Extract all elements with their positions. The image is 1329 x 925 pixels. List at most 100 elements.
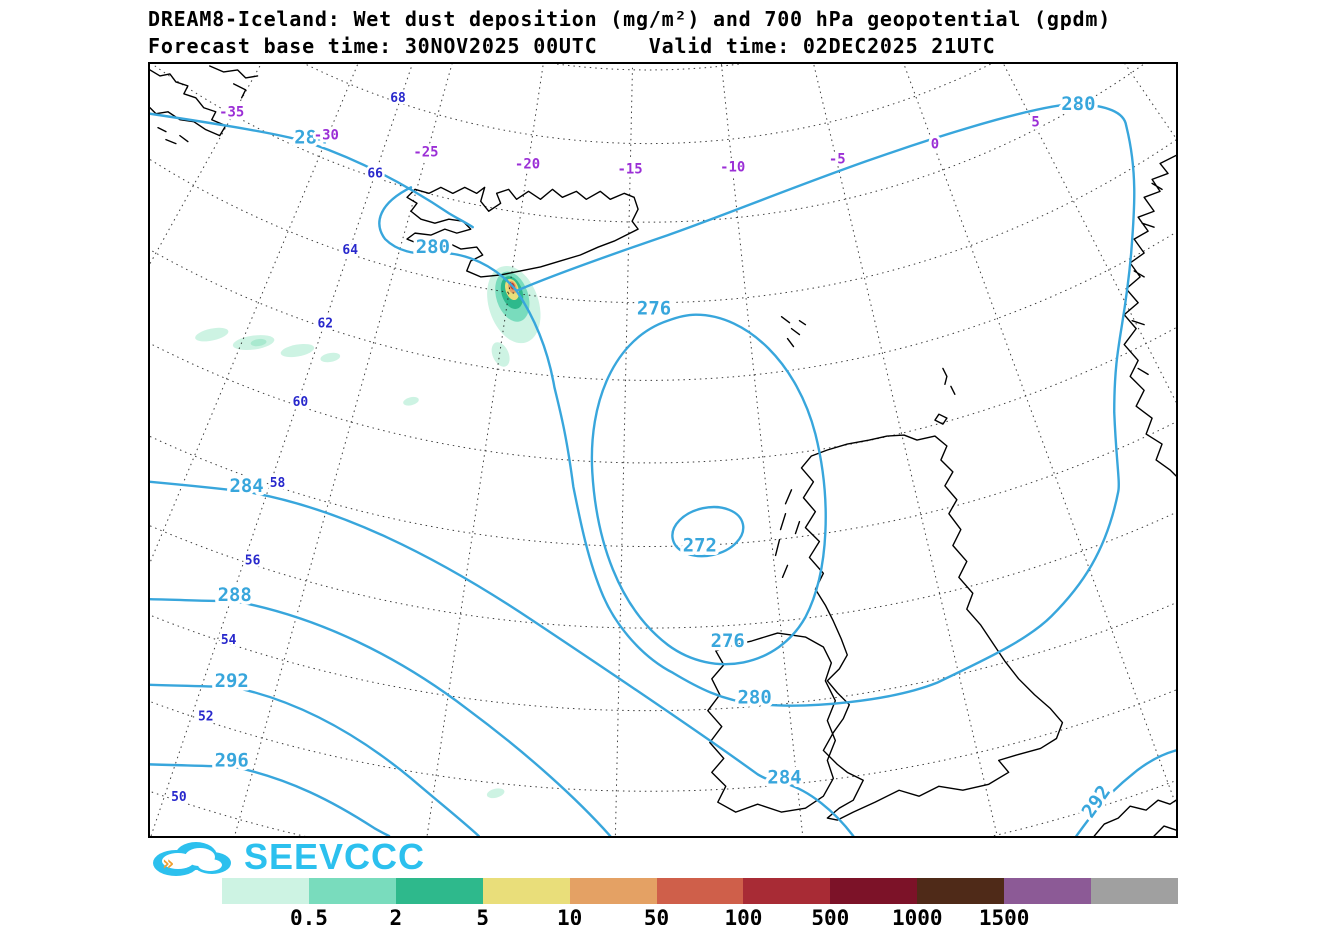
- latitude-label: 60: [293, 395, 309, 410]
- parallel-gridline: [553, 64, 743, 71]
- logo-text: SEEVCCC: [244, 836, 426, 877]
- longitude-label: 5: [1031, 115, 1039, 131]
- longitude-label-layer: -35 -30 -25 -20 -15 -10 -5 0 5: [216, 102, 1043, 181]
- contour-280: [378, 102, 1136, 707]
- colorbar-segment: [743, 878, 831, 904]
- colorbar-segment: [917, 878, 1005, 904]
- colorbar-segment: [222, 878, 309, 904]
- colorbar-segment: [830, 878, 918, 904]
- contour-value-label: 292: [215, 670, 249, 692]
- contour-value-label: 288: [218, 584, 252, 606]
- latitude-label: 50: [171, 790, 187, 805]
- colorbar-tick-label: 500: [811, 906, 850, 925]
- latitude-label: 64: [342, 243, 358, 258]
- map-area: 284 280 280 276 272 276 280 284 284 288 292 296 292 …: [148, 62, 1178, 838]
- latitude-label: 68: [390, 91, 406, 106]
- meridian-gridline: [648, 64, 1176, 676]
- contour-value-label: 280: [1061, 93, 1095, 115]
- contour-value-label: 276: [711, 630, 745, 652]
- meridian-gridline: [150, 64, 413, 836]
- latitude-label: 54: [221, 633, 237, 648]
- great-britain-coastline: [800, 434, 1064, 821]
- colorbar-segment: [482, 878, 570, 904]
- contour-284-northwest: [150, 112, 474, 229]
- longitude-label: -35: [219, 105, 244, 121]
- meridian-gridline: [1002, 64, 1176, 403]
- parallel-gridline: [150, 231, 1176, 381]
- contour-292: [150, 683, 480, 836]
- meridian-gridline: [813, 64, 998, 836]
- chart-header: DREAM8-Iceland: Wet dust deposition (mg/…: [148, 6, 1268, 60]
- meridian-gridline: [720, 64, 804, 836]
- colorbar-tick-label: 5: [476, 906, 490, 925]
- contour-288: [150, 598, 612, 836]
- hebrides-islands-coastline: [774, 489, 801, 579]
- colorbar-segment: [656, 878, 744, 904]
- chart-subtitle: Forecast base time: 30NOV2025 00UTC Vali…: [148, 34, 996, 58]
- colorbar-tick-label: 10: [556, 906, 583, 925]
- colorbar-tick-label: 1500: [978, 906, 1030, 925]
- parallel-gridline: [150, 779, 1176, 836]
- longitude-label: 0: [931, 137, 939, 153]
- contour-276: [590, 313, 827, 666]
- latitude-label: 56: [245, 553, 261, 568]
- northern-isles-coastline: [934, 367, 956, 425]
- meridian-gridline: [234, 64, 453, 836]
- chart-title: DREAM8-Iceland: Wet dust deposition (mg/…: [148, 7, 1112, 31]
- latitude-label: 58: [270, 476, 286, 491]
- parallel-gridline: [150, 601, 1176, 711]
- geopotential-contours: [150, 102, 1176, 836]
- deposition-colorbar: 0.5 2 5 10 50 100 500 1000 1500: [222, 878, 1178, 925]
- colorbar-tick-label: 0.5: [289, 906, 328, 925]
- meridian-gridline: [150, 64, 359, 564]
- norway-coastline: [1123, 154, 1176, 477]
- colorbar-segment: [308, 878, 396, 904]
- contour-label-layer: 284 280 280 276 272 276 280 284 284 288 292 296 292: [211, 89, 1119, 825]
- latitude-label: 66: [367, 166, 383, 181]
- colorbar-tick-label: 1000: [891, 906, 943, 925]
- longitude-label: -15: [618, 161, 643, 177]
- ireland-coastline: [707, 632, 837, 813]
- map-canvas: 284280280276272276280284284288292296292 …: [150, 64, 1176, 836]
- meridian-gridline: [903, 64, 1176, 807]
- longitude-label: -20: [515, 156, 540, 172]
- contour-value-label: 276: [637, 298, 671, 320]
- colorbar-tick-label: 50: [643, 906, 670, 925]
- greenland-islets: [157, 65, 259, 145]
- meridian-gridline: [426, 64, 544, 836]
- dust-deposition-patches: [195, 327, 510, 799]
- colorbar-tick-label: 2: [389, 906, 403, 925]
- contour-value-label: 292: [1078, 781, 1116, 822]
- colorbar-segment: [1091, 878, 1178, 904]
- greenland-coastline: [150, 69, 227, 137]
- contour-value-label: 296: [215, 749, 249, 771]
- faroe-islands-coastline: [780, 315, 807, 348]
- contour-value-label: 284: [767, 766, 801, 788]
- contour-296: [150, 763, 391, 836]
- seevccc-logo: » SEEVCCC: [148, 836, 425, 878]
- coastlines: [150, 65, 1176, 836]
- cloud-logo-icon: »: [153, 842, 231, 876]
- colorbar-segment: [395, 878, 483, 904]
- latitude-label: 52: [198, 710, 214, 725]
- colorbar-tick-row: 0.5 2 5 10 50 100 500 1000 1500: [222, 904, 1178, 925]
- contour-value-label: 280: [738, 687, 772, 709]
- colorbar-swatches: [222, 878, 1178, 904]
- meridian-gridline: [1124, 64, 1176, 140]
- contour-value-label: 284: [294, 127, 328, 149]
- meridian-gridline: [614, 64, 634, 836]
- contour-284-southwest: [150, 480, 855, 836]
- colorbar-segment: [1004, 878, 1092, 904]
- longitude-label: -10: [720, 159, 745, 175]
- longitude-label: -25: [413, 145, 438, 161]
- contour-value-label: 284: [230, 475, 264, 497]
- graticule-grid: [150, 64, 1176, 836]
- iceland-coastline: [406, 186, 639, 278]
- svg-text:»: »: [162, 851, 174, 875]
- longitude-label: -30: [314, 128, 339, 144]
- contour-value-label: 280: [416, 236, 450, 258]
- colorbar-segment: [569, 878, 657, 904]
- colorbar-tick-label: 100: [724, 906, 763, 925]
- france-coastline: [1093, 799, 1176, 836]
